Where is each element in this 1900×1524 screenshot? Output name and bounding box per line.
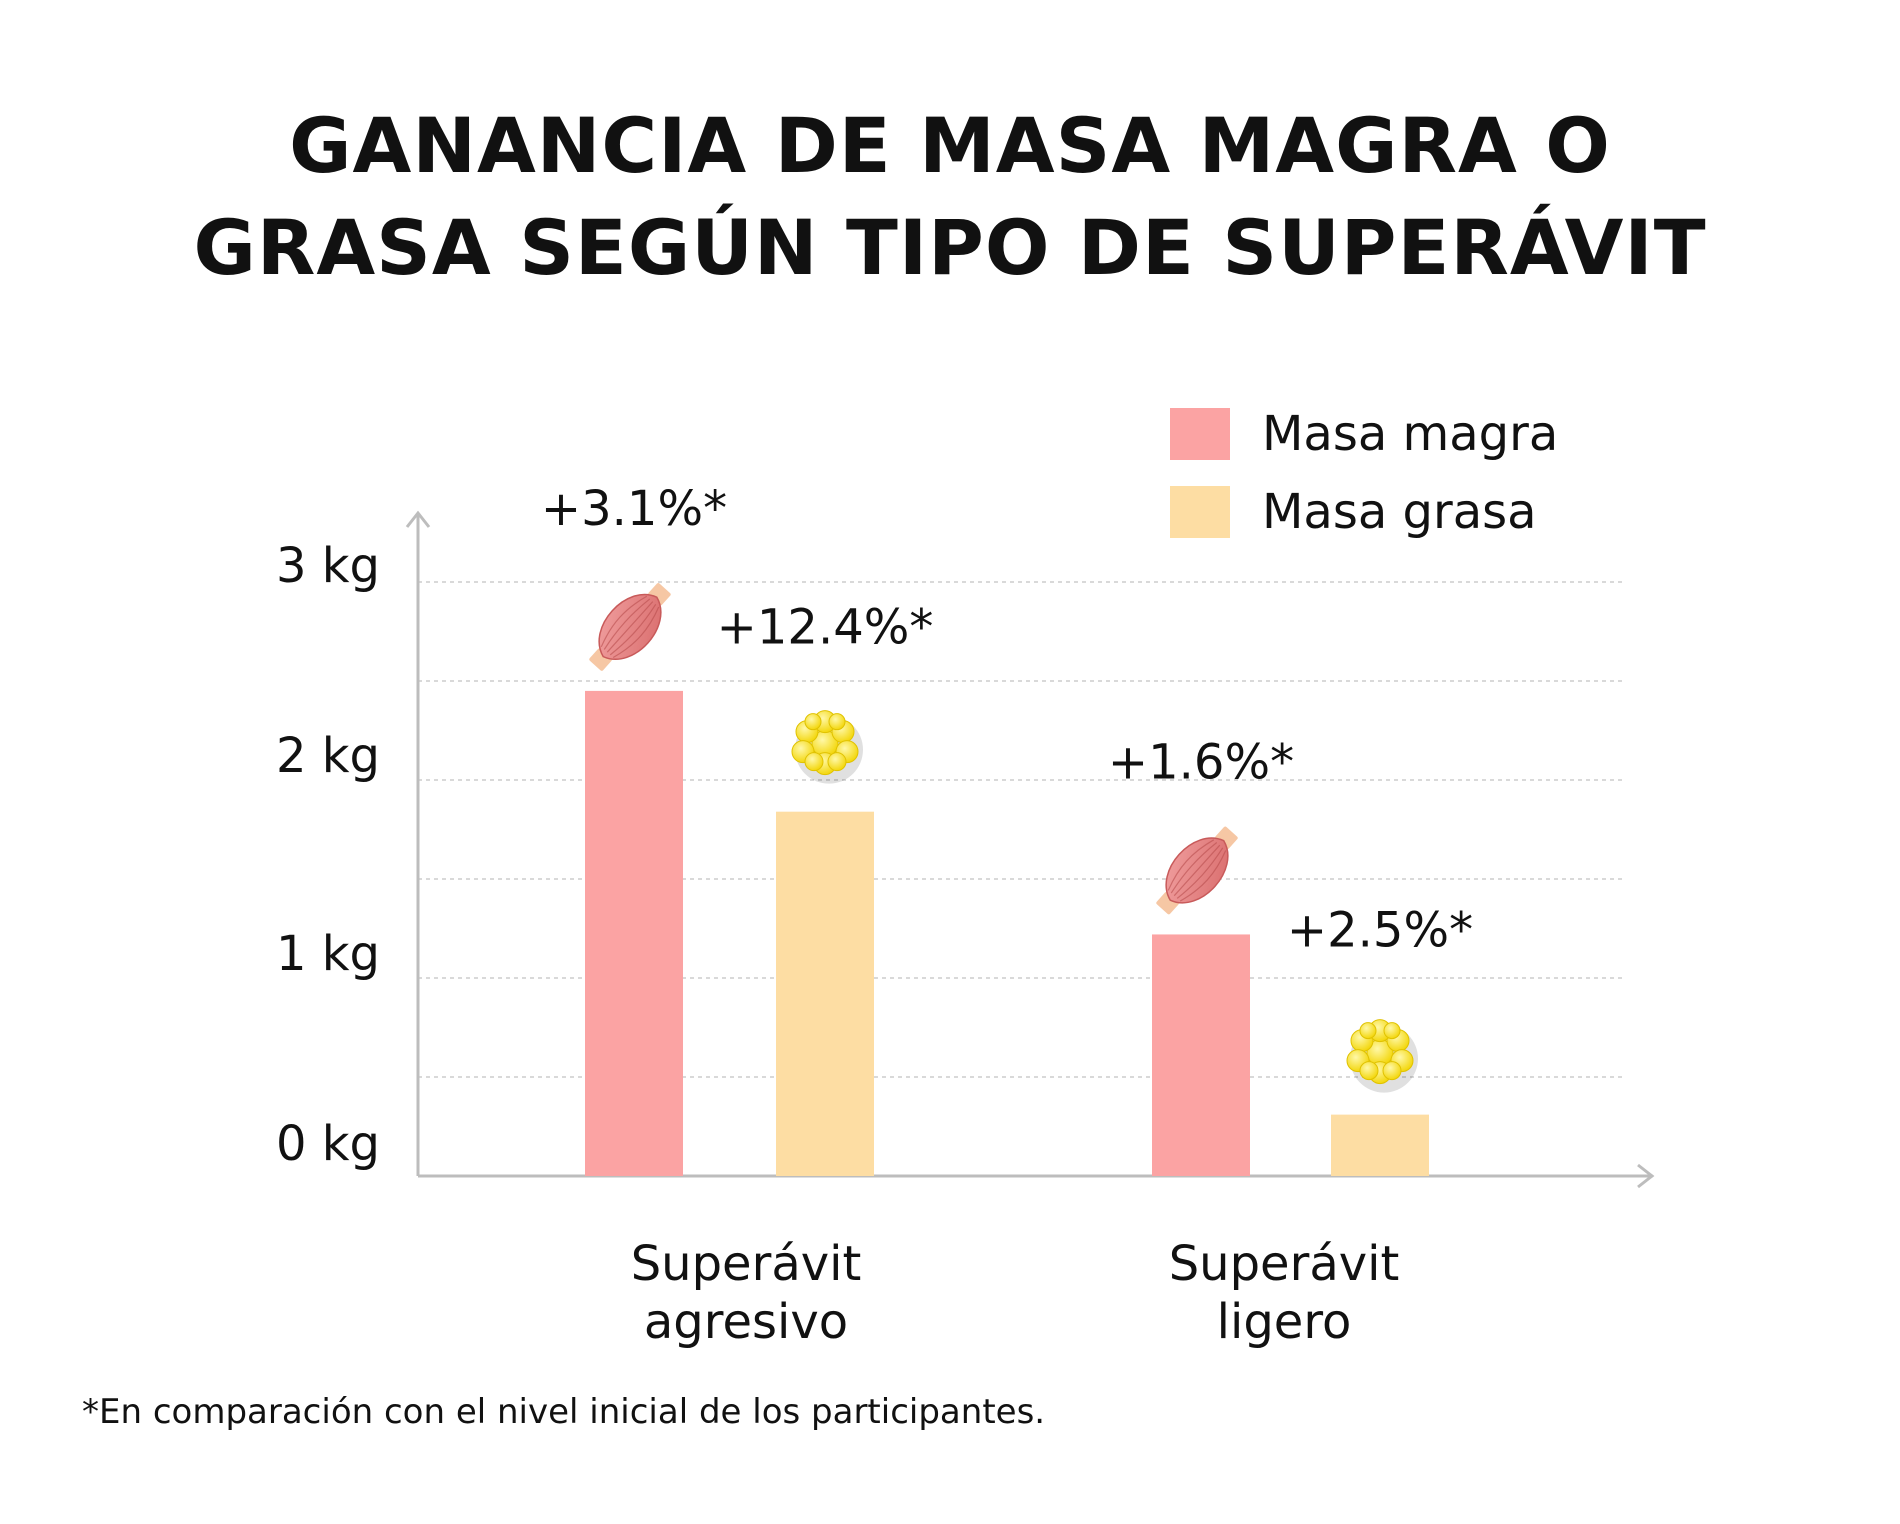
fat-cell-icon (1346, 1019, 1418, 1093)
muscle-fiber (1173, 844, 1221, 897)
fat-globule (1359, 1022, 1377, 1040)
muscle-fiber (609, 603, 657, 656)
fat-globule (828, 713, 846, 731)
muscle-fiber (603, 598, 651, 650)
legend-swatch (1170, 486, 1230, 538)
category-label-line2: ligero (1217, 1294, 1352, 1350)
bar-value-label: +12.4%* (717, 600, 934, 656)
bar-masa-grasa (1331, 1114, 1429, 1176)
muscle-fiber (1170, 842, 1218, 894)
muscle-fiber (1176, 847, 1224, 899)
bar-value-label: +2.5%* (1287, 903, 1473, 959)
title-line-2: GRASA SEGÚN TIPO DE SUPERÁVIT (193, 203, 1707, 292)
fat-globule (804, 713, 822, 731)
x-axis-arrow (1637, 1163, 1655, 1189)
y-tick-label: 2 kg (276, 728, 380, 784)
fat-globule (804, 752, 824, 772)
fat-globule (827, 752, 847, 772)
muscle-icon (589, 583, 671, 671)
fat-globule (1382, 1061, 1402, 1081)
muscle-icon (1156, 826, 1238, 915)
footnote: *En comparación con el nivel inicial de … (82, 1392, 1046, 1432)
legend-label: Masa grasa (1262, 484, 1537, 540)
muscle-fiber (600, 595, 648, 648)
fat-globule (1359, 1061, 1379, 1081)
chart-title: GANANCIA DE MASA MAGRA O GRASA SEGÚN TIP… (0, 95, 1900, 299)
legend-swatch (1170, 408, 1230, 460)
bar-masa-magra (585, 690, 683, 1176)
title-line-1: GANANCIA DE MASA MAGRA O (289, 101, 1611, 190)
legend-label: Masa magra (1262, 406, 1558, 462)
category-label-line2: agresivo (644, 1294, 848, 1350)
bar-value-label: +3.1%* (541, 481, 727, 537)
muscle-fiber (612, 606, 660, 659)
category-label-line1: Superávit (631, 1236, 862, 1292)
bar-masa-grasa (776, 811, 874, 1176)
bar-masa-magra (1152, 934, 1250, 1176)
muscle-fiber (606, 601, 654, 653)
category-label-line1: Superávit (1169, 1236, 1400, 1292)
muscle-fiber (1179, 850, 1227, 902)
muscle-fiber (1167, 839, 1215, 891)
y-tick-label: 1 kg (276, 926, 380, 982)
fat-globule (1383, 1022, 1401, 1040)
y-tick-label: 3 kg (276, 538, 380, 594)
bar-value-label: +1.6%* (1108, 734, 1294, 790)
y-axis-arrow (405, 510, 431, 528)
y-tick-label: 0 kg (276, 1116, 380, 1172)
fat-cell-icon (791, 710, 863, 784)
